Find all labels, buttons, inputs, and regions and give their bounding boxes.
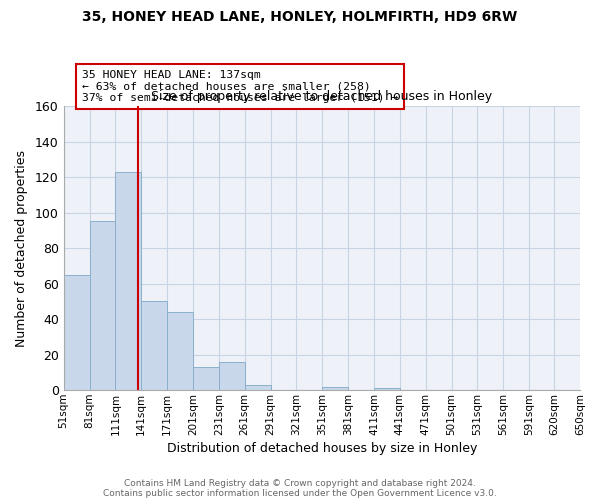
Bar: [374, 388, 400, 390]
Text: 35 HONEY HEAD LANE: 137sqm
← 63% of detached houses are smaller (258)
37% of sem: 35 HONEY HEAD LANE: 137sqm ← 63% of deta…: [82, 70, 398, 103]
Bar: [245, 385, 271, 390]
Bar: [64, 274, 89, 390]
Bar: [89, 222, 115, 390]
Bar: [322, 386, 348, 390]
Text: Contains public sector information licensed under the Open Government Licence v3: Contains public sector information licen…: [103, 488, 497, 498]
Y-axis label: Number of detached properties: Number of detached properties: [15, 150, 28, 346]
Bar: [167, 312, 193, 390]
Text: Contains HM Land Registry data © Crown copyright and database right 2024.: Contains HM Land Registry data © Crown c…: [124, 478, 476, 488]
Bar: [193, 367, 219, 390]
Text: 35, HONEY HEAD LANE, HONLEY, HOLMFIRTH, HD9 6RW: 35, HONEY HEAD LANE, HONLEY, HOLMFIRTH, …: [82, 10, 518, 24]
Title: Size of property relative to detached houses in Honley: Size of property relative to detached ho…: [151, 90, 493, 104]
X-axis label: Distribution of detached houses by size in Honley: Distribution of detached houses by size …: [167, 442, 477, 455]
Bar: [115, 172, 141, 390]
Bar: [219, 362, 245, 390]
Bar: [141, 302, 167, 390]
